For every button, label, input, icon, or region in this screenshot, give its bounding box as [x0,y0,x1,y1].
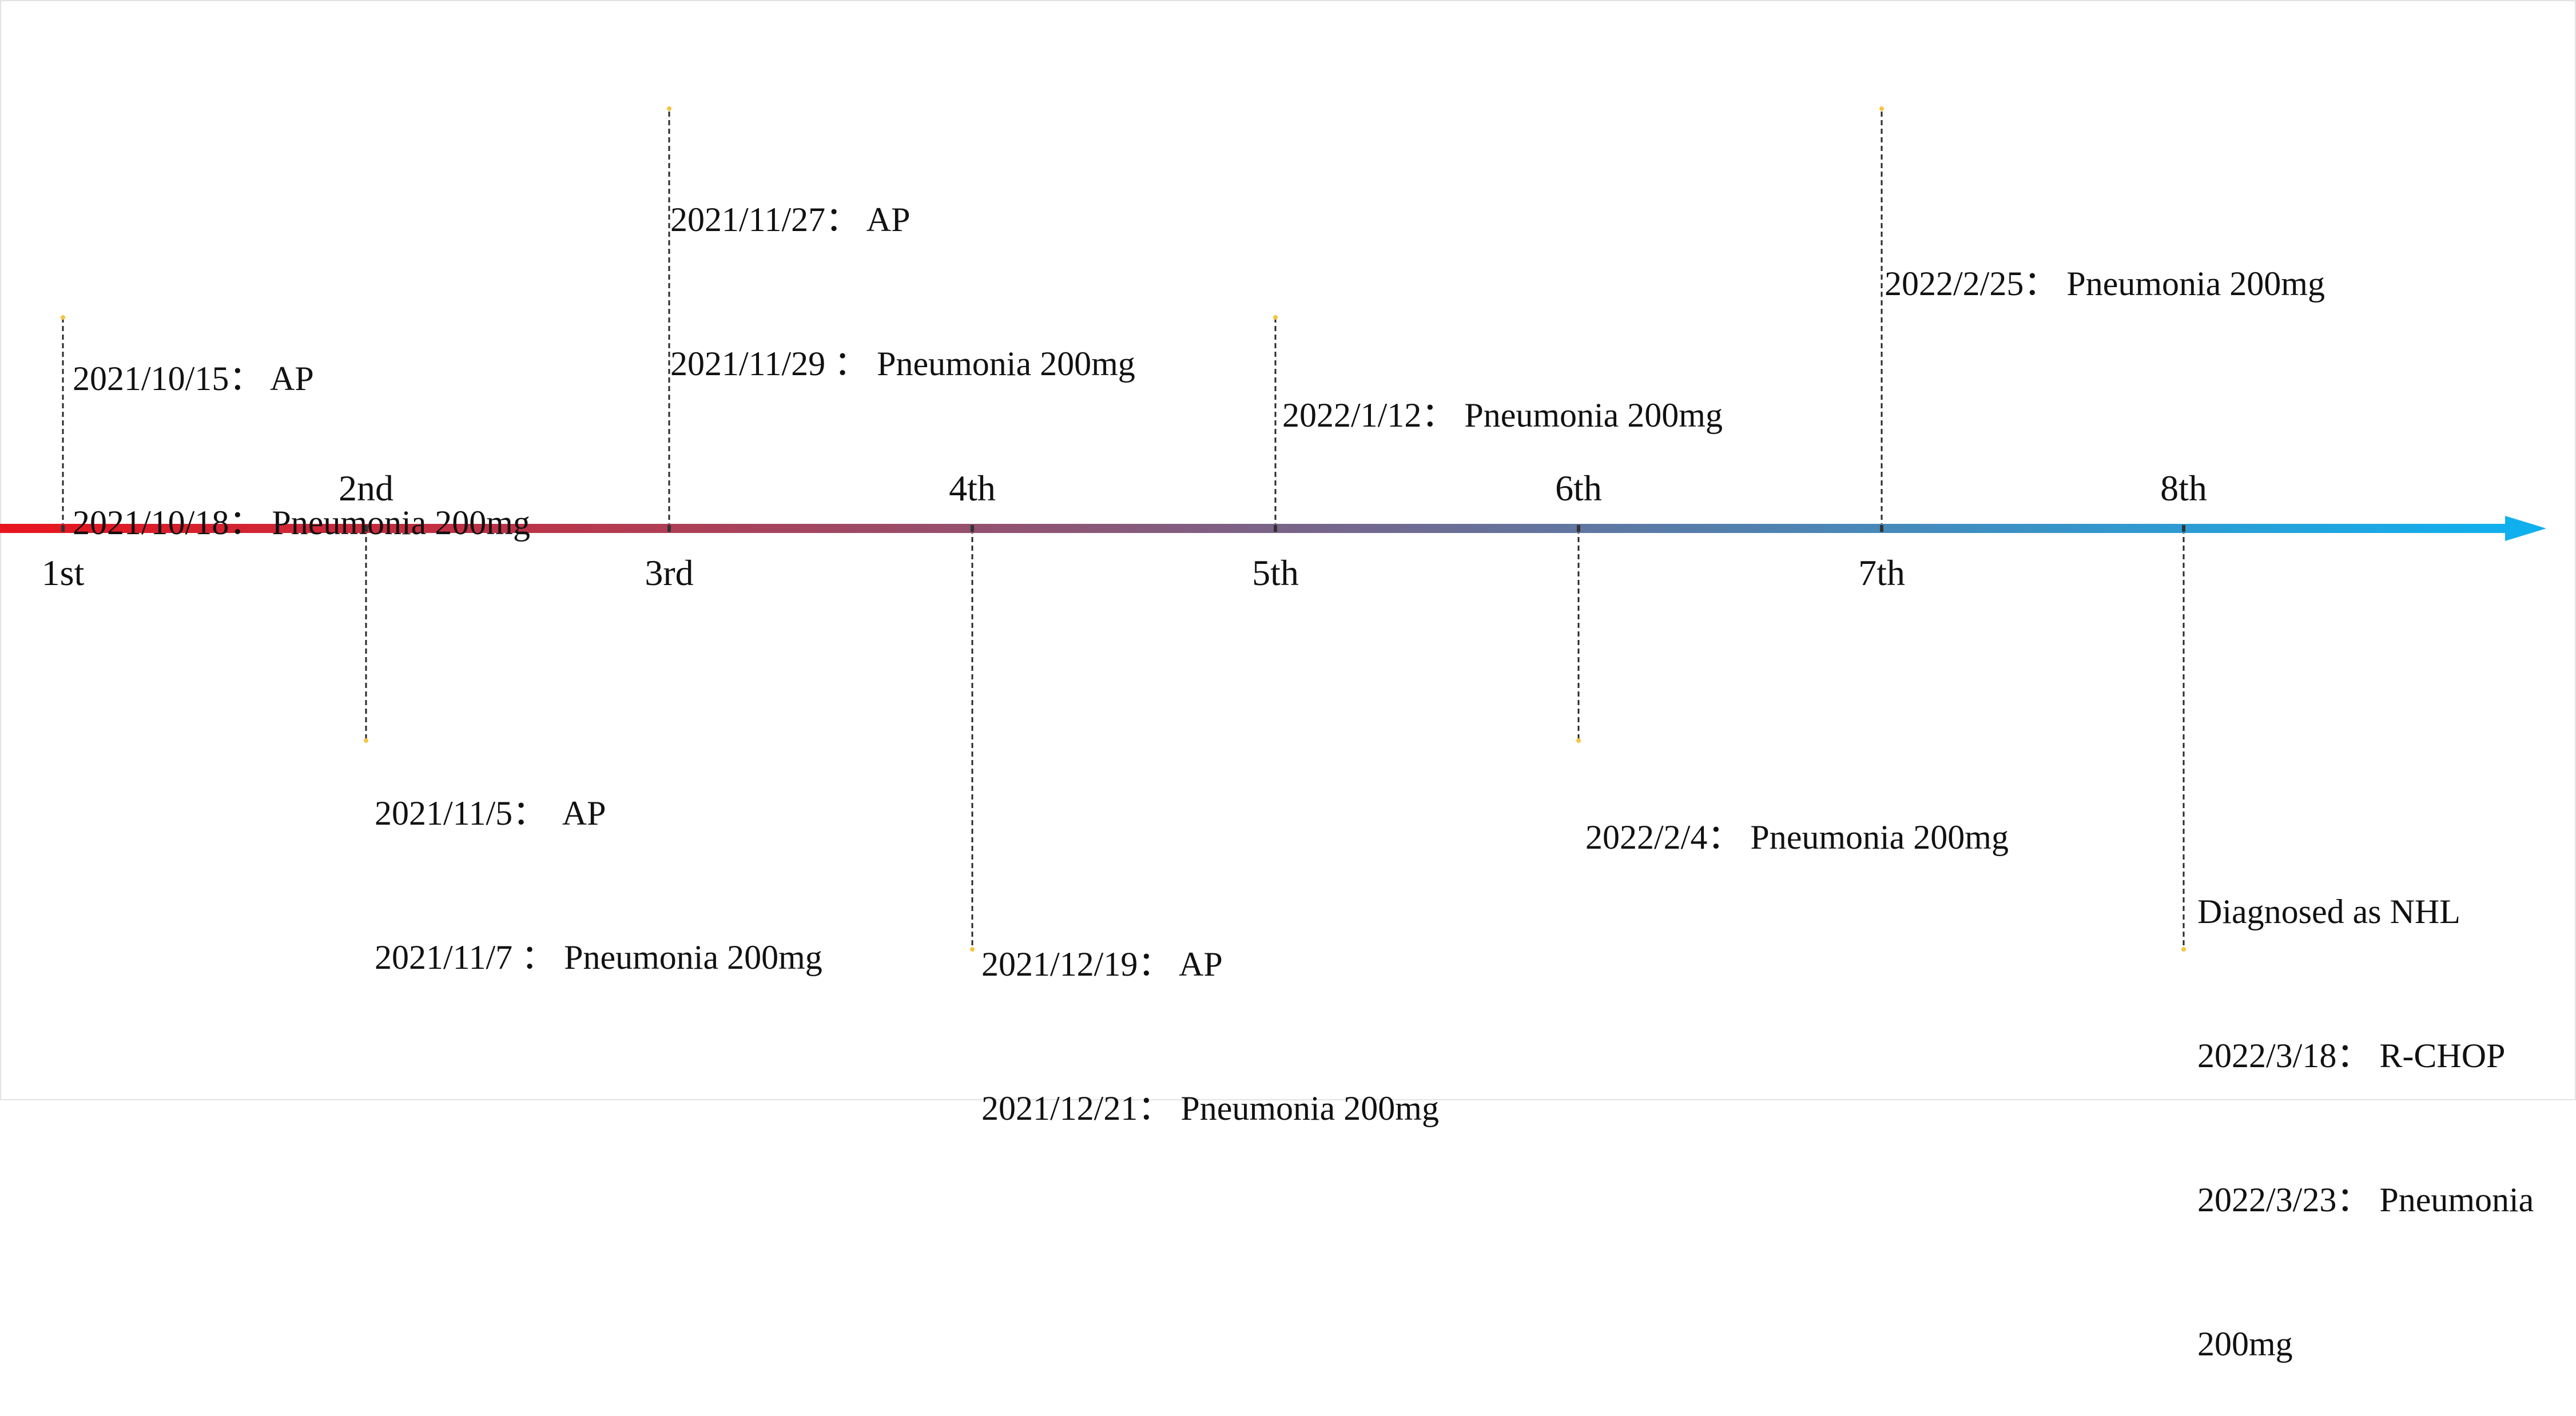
connector-endpoint-7 [1879,106,1884,111]
ordinal-label-5th: 5th [1252,552,1299,593]
axis-tick-4 [971,525,974,532]
arrow-head-icon [2505,516,2546,541]
event-1-line-2: 2021/10/18： Pneumonia 200mg [73,504,530,542]
event-3-line-1: 2021/11/27： AP [670,201,911,238]
axis-tick-2 [364,525,368,532]
event-2-line-1: 2021/11/5： AP [375,794,606,832]
event-1-annotation: 2021/10/15： AP 2021/10/18： Pneumonia 200… [73,258,530,595]
connector-endpoint-5 [1273,315,1278,320]
event-8-line-2: 2022/3/18： R-CHOP [2197,1037,2506,1075]
event-6-annotation: 2022/2/4： Pneumonia 200mg [1585,717,2009,909]
event-2-line-2: 2021/11/7 ： Pneumonia 200mg [375,938,822,976]
axis-tick-8 [2182,525,2185,532]
event-8-line-1: Diagnosed as NHL [2197,893,2460,930]
event-6-line-1: 2022/2/4： Pneumonia 200mg [1585,818,2009,856]
figure-frame [0,0,2576,1100]
axis-tick-1 [61,525,65,532]
connector-endpoint-3 [667,106,671,111]
axis-ticks [61,525,2185,532]
event-7-line-1: 2022/2/25： Pneumonia 200mg [1885,265,2325,303]
event-8-line-4: 200mg [2197,1325,2293,1363]
ordinal-label-8th: 8th [2160,468,2207,508]
event-7-annotation: 2022/2/25： Pneumonia 200mg [1885,164,2325,356]
connector-endpoint-2 [364,738,368,743]
ordinal-label-2nd: 2nd [339,468,393,508]
ordinal-label-3rd: 3rd [645,552,694,593]
timeline-axis [0,524,2514,533]
timeline-diagram [0,106,2546,952]
axis-tick-7 [1880,525,1883,532]
ordinal-label-1st: 1st [41,552,85,593]
axis-tick-3 [667,525,671,532]
axis-tick-5 [1274,525,1277,532]
connector-endpoint-6 [1576,738,1581,743]
ordinal-label-7th: 7th [1858,552,1905,593]
event-2-annotation: 2021/11/5： AP 2021/11/7 ： Pneumonia 200m… [375,693,822,1029]
axis-tick-6 [1577,525,1580,532]
event-8-line-3: 2022/3/23： Pneumonia [2197,1181,2534,1219]
ordinal-label-6th: 6th [1555,468,1602,508]
connector-endpoint-1 [61,315,65,320]
event-3-line-2: 2021/11/29 ： Pneumonia 200mg [670,345,1135,383]
event-5-line-1: 2022/1/12： Pneumonia 200mg [1282,396,1723,434]
event-1-line-1: 2021/10/15： AP [73,360,314,397]
event-4-annotation: 2021/12/19： AP 2021/12/21： Pneumonia 200… [981,844,1439,1180]
event-5-annotation: 2022/1/12： Pneumonia 200mg [1282,295,1723,487]
ordinal-label-4th: 4th [949,468,996,508]
connector-lines [61,106,2186,952]
event-3-annotation: 2021/11/27： AP 2021/11/29 ： Pneumonia 20… [670,100,1135,436]
connector-endpoint-4 [970,947,975,952]
event-8-annotation: Diagnosed as NHL 2022/3/18： R-CHOP 2022/… [2197,791,2534,1416]
event-4-line-2: 2021/12/21： Pneumonia 200mg [981,1089,1439,1127]
event-4-line-1: 2021/12/19： AP [981,945,1223,983]
connector-endpoint-8 [2181,947,2186,952]
